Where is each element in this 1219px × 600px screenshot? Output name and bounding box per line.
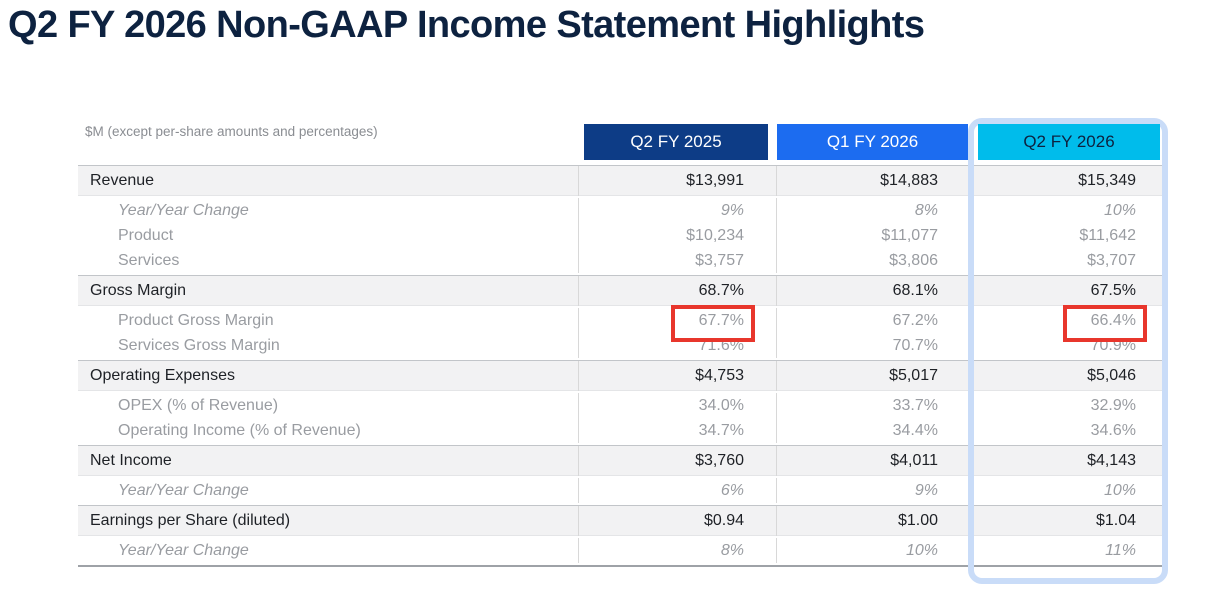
row-label: Net Income [90,452,172,469]
row-value: $3,760 [578,446,776,476]
subrow-value: 8% [720,542,744,559]
subrows-revenue: Year/Year Change Product Services 9% $10… [78,196,1168,276]
section-row-revenue: Revenue $13,991 $14,883 $15,349 [78,166,1168,196]
subrow-values-q2-fy-2026: 11% [970,538,1168,563]
subrow-values-q2-fy-2026: 66.4% 70.9% [970,305,1168,358]
row-label: Earnings per Share (diluted) [90,512,291,529]
section-row-earnings-per-share: Earnings per Share (diluted) $0.94 $1.00… [78,506,1168,536]
subrow-values-q2-fy-2025: 9% $10,234 $3,757 [578,198,776,273]
subrow-values-q2-fy-2025: 6% [578,478,776,503]
row-value: $5,017 [776,361,970,391]
subrow-value: $3,707 [1087,252,1136,269]
subrow-label: Services Gross Margin [118,337,280,354]
subrow-labels: Year/Year Change Product Services [78,198,578,273]
row-label: Revenue [90,172,155,189]
row-value: $1.00 [776,506,970,536]
subrow-value: 10% [905,542,938,559]
subrow-values-q2-fy-2025: 67.7% 71.6% [578,305,776,358]
subrow-labels: Year/Year Change [78,538,578,563]
subrow-value: 34.0% [698,397,744,414]
subrow-values-q1-fy-2026: 10% [776,538,970,563]
subrow-value: 34.4% [892,422,938,439]
subrow-value: 8% [914,202,938,219]
subrow-label: Year/Year Change [118,482,249,499]
section-row-operating-expenses: Operating Expenses $4,753 $5,017 $5,046 [78,361,1168,391]
table-header-row: $M (except per-share amounts and percent… [78,124,1170,160]
subrow-value: 9% [720,202,744,219]
subrow-values-q2-fy-2025: 34.0% 34.7% [578,393,776,443]
subrow-value: $10,234 [686,227,744,244]
subrows-operating-expenses: OPEX (% of Revenue) Operating Income (% … [78,391,1168,446]
subrow-value: $11,077 [881,227,938,244]
subrow-label: Product [118,227,174,244]
subrow-values-q2-fy-2025: 8% [578,538,776,563]
table-body: Revenue $13,991 $14,883 $15,349 Year/Yea… [78,165,1168,567]
column-header-q1-fy-2026: Q1 FY 2026 [777,124,968,160]
subrow-value: 6% [720,482,744,499]
row-value: $4,011 [776,446,970,476]
subrow-value: 34.7% [698,422,744,439]
row-value: 67.5% [970,276,1168,306]
subrows-gross-margin: Product Gross Margin Services Gross Marg… [78,305,1168,361]
subrow-value: $11,642 [1079,227,1136,244]
subrow-value: $3,806 [889,252,938,269]
subrow-value: 70.9% [1090,337,1136,354]
row-value: $4,753 [578,361,776,391]
section-row-net-income: Net Income $3,760 $4,011 $4,143 [78,446,1168,476]
subrow-values-q1-fy-2026: 33.7% 34.4% [776,393,970,443]
subrow-label: OPEX (% of Revenue) [118,397,279,414]
row-value: $13,991 [578,166,776,196]
subrow-label: Product Gross Margin [118,312,274,329]
row-label: Operating Expenses [90,367,235,384]
row-value: 68.7% [578,276,776,306]
row-value: $5,046 [970,361,1168,391]
row-value: $0.94 [578,506,776,536]
subrow-value: 34.6% [1090,422,1136,439]
subrow-value-text: 66.4% [1090,312,1136,329]
subrows-earnings-per-share: Year/Year Change 8% 10% 11% [78,536,1168,567]
row-value: $4,143 [970,446,1168,476]
subrow-label: Services [118,252,180,269]
row-value: $14,883 [776,166,970,196]
subrow-values-q1-fy-2026: 67.2% 70.7% [776,308,970,358]
subrow-values-q2-fy-2026: 32.9% 34.6% [970,393,1168,443]
subrow-value: 33.7% [892,397,938,414]
column-header-q2-fy-2026: Q2 FY 2026 [978,124,1160,160]
subrow-labels: Product Gross Margin Services Gross Marg… [78,308,578,358]
subrow-value: 67.7% [579,305,776,342]
subrows-net-income: Year/Year Change 6% 9% 10% [78,476,1168,506]
row-value: $15,349 [970,166,1168,196]
subrow-label: Year/Year Change [118,542,249,559]
subrow-labels: OPEX (% of Revenue) Operating Income (% … [78,393,578,443]
table-units-note: $M (except per-share amounts and percent… [85,124,378,139]
subrow-values-q2-fy-2026: 10% $11,642 $3,707 [970,198,1168,273]
subrow-value: 71.6% [698,337,744,354]
page-title: Q2 FY 2026 Non-GAAP Income Statement Hig… [8,4,925,46]
column-header-q2-fy-2025: Q2 FY 2025 [584,124,768,160]
row-value: $1.04 [970,506,1168,536]
income-statement-table: $M (except per-share amounts and percent… [78,118,1170,584]
subrow-values-q2-fy-2026: 10% [970,478,1168,503]
subrow-value: 10% [1103,202,1136,219]
section-row-gross-margin: Gross Margin 68.7% 68.1% 67.5% [78,276,1168,306]
subrow-value-text: 67.7% [698,312,744,329]
subrow-value: 32.9% [1090,397,1136,414]
subrow-labels: Year/Year Change [78,478,578,503]
subrow-value: 9% [914,482,938,499]
subrow-label: Year/Year Change [118,202,249,219]
subrow-value: 67.2% [892,312,938,329]
subrow-value: 66.4% [971,305,1168,342]
subrow-value: 11% [1105,542,1136,559]
subrow-value: 70.7% [892,337,938,354]
subrow-label: Operating Income (% of Revenue) [118,422,361,439]
subrow-values-q1-fy-2026: 8% $11,077 $3,806 [776,198,970,273]
row-value: 68.1% [776,276,970,306]
row-label: Gross Margin [90,282,187,299]
subrow-values-q1-fy-2026: 9% [776,478,970,503]
subrow-value: $3,757 [695,252,744,269]
subrow-value: 10% [1103,482,1136,499]
